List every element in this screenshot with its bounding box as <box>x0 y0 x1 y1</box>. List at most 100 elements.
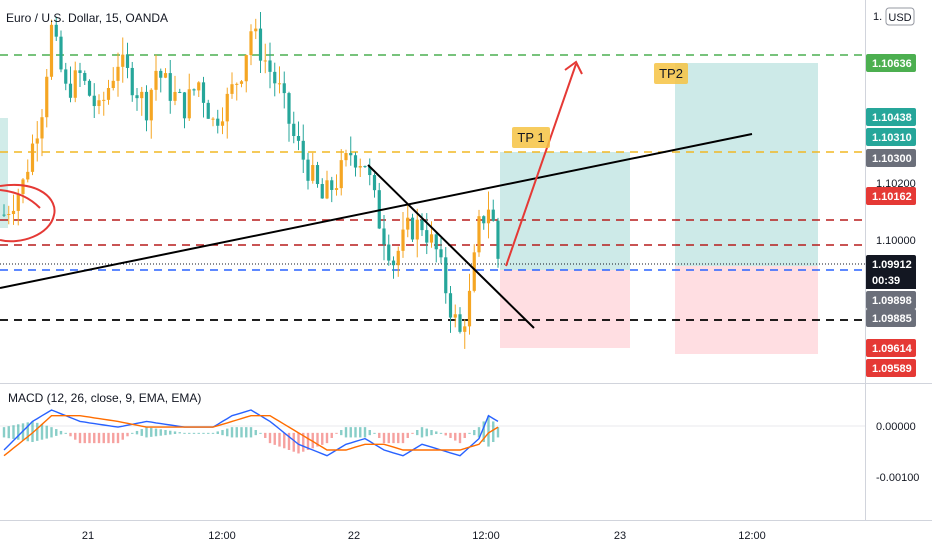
symbol-title[interactable]: Euro / U.S. Dollar, 15, OANDA <box>6 11 168 25</box>
candle-body <box>140 91 144 99</box>
time-axis[interactable]: 21 12:00 22 12:00 23 12:00 <box>82 530 766 542</box>
candle-body <box>254 28 258 32</box>
candle-body <box>334 188 339 190</box>
candle-body <box>21 179 25 194</box>
candle <box>415 208 419 258</box>
tp1-profit-zone[interactable] <box>500 152 630 270</box>
price-label: 1.09898 <box>872 295 912 307</box>
candle <box>54 16 58 41</box>
candle-body <box>78 70 82 73</box>
histogram-bar <box>316 432 319 447</box>
histogram-bar <box>159 429 162 436</box>
tp2-loss-zone[interactable] <box>675 266 818 354</box>
histogram-bar <box>31 421 34 442</box>
tp1-loss-zone[interactable] <box>500 270 630 348</box>
candle-body <box>30 143 35 172</box>
candle <box>434 231 438 263</box>
candle <box>239 79 244 88</box>
histogram-bar <box>197 432 200 434</box>
countdown-bg <box>866 271 916 289</box>
price-label-bg <box>866 339 916 357</box>
candle-body <box>216 118 220 126</box>
candle <box>64 62 68 91</box>
histogram-bar <box>363 427 367 438</box>
descending-trendline[interactable] <box>367 164 535 329</box>
candle <box>140 86 144 116</box>
candle-body <box>197 82 201 91</box>
candle-body <box>68 83 73 98</box>
price-axis[interactable]: 1.100001.102001.106361.104381.103101.103… <box>866 54 916 377</box>
histogram-bar <box>64 432 67 434</box>
time-tick-label: 21 <box>82 530 94 542</box>
candle-body <box>410 217 415 240</box>
candle-body <box>325 180 329 199</box>
histogram-bar <box>235 427 238 438</box>
candle-body <box>296 136 301 141</box>
histogram-bar <box>178 432 181 434</box>
candle-body <box>287 93 291 124</box>
red-arc-inner <box>0 189 41 209</box>
macd-title[interactable]: MACD (12, 26, close, 9, EMA, EMA) <box>8 391 201 405</box>
candle-body <box>168 73 172 101</box>
histogram-bar <box>121 432 124 440</box>
histogram-bar <box>50 427 53 438</box>
red-ellipse[interactable] <box>0 183 56 243</box>
candle-body <box>73 70 77 98</box>
histogram-bar <box>292 432 295 452</box>
candle-body <box>182 92 187 119</box>
histogram-bar <box>454 432 457 441</box>
signal-line <box>3 415 499 457</box>
candle-body <box>206 102 210 119</box>
candle <box>201 76 206 118</box>
candle <box>83 70 87 86</box>
candle-body <box>472 252 476 291</box>
candle <box>467 273 472 335</box>
candle <box>353 152 358 177</box>
histogram-bar <box>430 430 433 436</box>
price-tick-label: 1.10000 <box>876 235 916 247</box>
price-label: 1.09614 <box>872 343 913 355</box>
histogram-bar <box>26 422 29 442</box>
candle <box>382 215 386 261</box>
candle-body <box>35 138 39 144</box>
histogram-bar <box>150 427 153 437</box>
histogram-bar <box>425 428 428 437</box>
candle-body <box>192 89 196 91</box>
candle-body <box>349 153 353 156</box>
candle <box>116 52 120 97</box>
histogram-bar <box>192 432 196 434</box>
histogram-bar <box>211 432 215 434</box>
histogram-bar <box>306 432 310 450</box>
candle <box>49 19 54 80</box>
projection-arrow[interactable] <box>505 63 577 267</box>
candle <box>192 88 196 96</box>
macd-axis: 0.00000 -0.00100 <box>876 421 919 484</box>
currency-button[interactable]: 1. USD <box>873 7 915 26</box>
time-tick-label: 12:00 <box>738 530 766 542</box>
candle <box>21 178 25 204</box>
histogram-bar <box>169 430 172 435</box>
candle <box>187 73 191 121</box>
histogram-bar <box>392 432 395 444</box>
candle-body <box>244 55 248 82</box>
candle <box>453 304 457 328</box>
histogram-bar <box>492 421 495 442</box>
candle-body <box>97 100 101 107</box>
candle <box>344 149 348 167</box>
tp1-label[interactable]: TP 1 <box>512 127 550 148</box>
candle-body <box>439 249 443 258</box>
histogram-bar <box>102 432 105 444</box>
histogram-bar <box>188 432 191 434</box>
candle-body <box>116 66 120 81</box>
candle <box>216 109 220 134</box>
tp2-profit-zone[interactable] <box>675 63 818 266</box>
ascending-trendline[interactable] <box>0 133 753 289</box>
candle <box>244 54 248 93</box>
candle <box>315 161 320 188</box>
tp2-label[interactable]: TP2 <box>654 63 688 84</box>
candle <box>206 99 210 119</box>
candle-body <box>220 121 225 126</box>
candle-body <box>491 209 495 221</box>
candle-body <box>102 99 106 101</box>
